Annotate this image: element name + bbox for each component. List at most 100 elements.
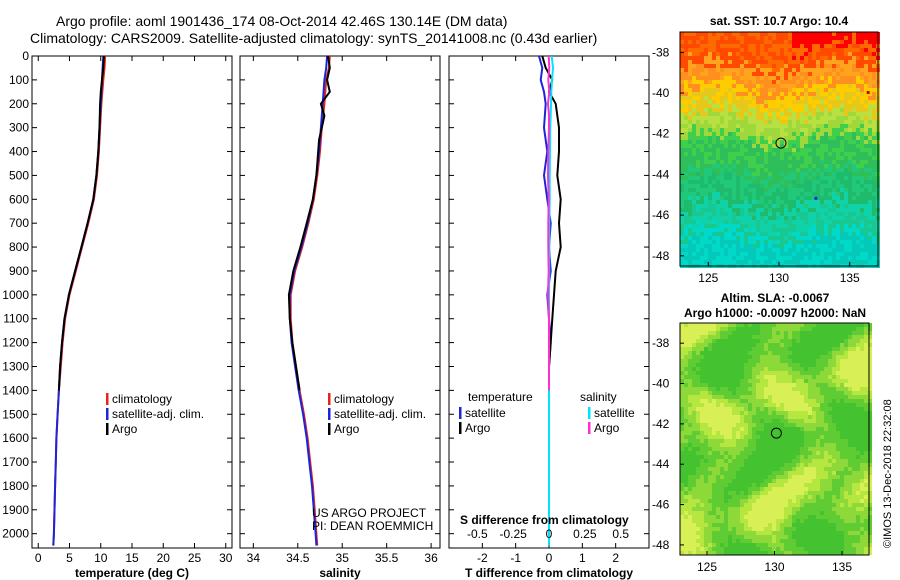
sst_map-cell — [780, 56, 784, 60]
sla_map-cell — [748, 427, 752, 431]
sla_map-cell — [708, 427, 712, 431]
sla_map-cell — [836, 383, 840, 387]
sst_map-cell — [868, 132, 872, 136]
sla_map-cell — [680, 375, 684, 379]
sst_map-cell — [864, 72, 868, 76]
sst_map-cell — [852, 168, 856, 172]
sst_map-cell — [720, 76, 724, 80]
sla_map-cell — [684, 347, 688, 351]
sst_map-cell — [744, 132, 748, 136]
sst_map-cell — [844, 228, 848, 232]
sst_map-cell — [712, 172, 716, 176]
sst_map-cell — [700, 52, 704, 56]
sst_map-cell — [800, 240, 804, 244]
sst_map-cell — [720, 36, 724, 40]
sst_map-cell — [800, 136, 804, 140]
sst_map-cell — [720, 136, 724, 140]
sla_map-cell — [768, 463, 772, 467]
sst_map-cell — [768, 156, 772, 160]
sst_map-cell — [804, 40, 808, 44]
sst_map-cell — [796, 100, 800, 104]
sla_map-cell — [700, 367, 704, 371]
sst_map-cell — [868, 32, 872, 36]
sla_map-cell — [740, 403, 744, 407]
sst_map-cell — [696, 236, 700, 240]
sst_map-cell — [692, 192, 696, 196]
sst_map-cell — [696, 80, 700, 84]
sla_map-cell — [708, 399, 712, 403]
sla_map-cell — [852, 399, 856, 403]
sst_map-cell — [688, 184, 692, 188]
sla_map-cell — [796, 371, 800, 375]
sst_map-cell — [708, 236, 712, 240]
sla_map-cell — [832, 415, 836, 419]
sst_map-cell — [688, 108, 692, 112]
sla_map-cell — [820, 399, 824, 403]
sst_map-cell — [808, 140, 812, 144]
sla_map-cell — [756, 447, 760, 451]
sla_map-cell — [864, 439, 868, 443]
sla_map-cell — [748, 343, 752, 347]
sla_map-cell — [804, 451, 808, 455]
sst_map-cell — [804, 52, 808, 56]
sla_map-cell — [844, 327, 848, 331]
sst_map-cell — [828, 60, 832, 64]
sla_map-cell — [840, 407, 844, 411]
sla_map-cell — [840, 463, 844, 467]
sst_map-cell — [828, 152, 832, 156]
sla_map-cell — [828, 443, 832, 447]
sst_map-cell — [724, 56, 728, 60]
sla_map-cell — [860, 455, 864, 459]
sla_map-cell — [864, 431, 868, 435]
sla_map-cell — [712, 423, 716, 427]
sla_map-cell — [692, 459, 696, 463]
sla_map-cell — [720, 427, 724, 431]
sla_map-cell — [868, 359, 872, 363]
sst_map-cell — [852, 132, 856, 136]
sst_map-cell — [796, 56, 800, 60]
sst_map-cell — [824, 64, 828, 68]
sst_map-cell — [748, 52, 752, 56]
sla_map-cell — [728, 443, 732, 447]
sst_map-cell — [800, 212, 804, 216]
sst_map-cell — [680, 244, 684, 248]
sla_map-cell — [680, 351, 684, 355]
sla_map-cell — [688, 367, 692, 371]
sst_map-cell — [800, 160, 804, 164]
sla_map-cell — [760, 423, 764, 427]
sst_map-cell — [756, 212, 760, 216]
sla_map-cell — [792, 427, 796, 431]
sst_map-cell — [832, 188, 836, 192]
sst_map-cell — [800, 124, 804, 128]
sst_map-cell — [820, 232, 824, 236]
temperature-xtick-label: 30 — [219, 551, 233, 565]
sla_map-cell — [844, 447, 848, 451]
sla_map-cell — [792, 347, 796, 351]
sst_map-cell — [764, 184, 768, 188]
sst_map-cell — [844, 240, 848, 244]
sst_map-cell — [808, 44, 812, 48]
sst_map-cell — [872, 76, 876, 80]
sst_map-cell — [736, 184, 740, 188]
sla_map-cell — [820, 351, 824, 355]
sst_map-cell — [856, 192, 860, 196]
sla_map-cell — [708, 467, 712, 471]
sst_map-cell — [684, 240, 688, 244]
sst_map-cell — [872, 216, 876, 220]
sst_map-cell — [736, 244, 740, 248]
sst_map-cell — [832, 200, 836, 204]
sst_map-cell — [768, 164, 772, 168]
sst_map-cell — [868, 224, 872, 228]
sst_map-cell — [820, 260, 824, 264]
sla_map-cell — [696, 371, 700, 375]
sla_map-cell — [788, 443, 792, 447]
sst_map-cell — [872, 156, 876, 160]
sst_map-cell — [700, 196, 704, 200]
sst_map-cell — [688, 256, 692, 260]
sst_map-cell — [868, 208, 872, 212]
sla_map-cell — [836, 359, 840, 363]
sst_map-cell — [768, 32, 772, 36]
sla_map-cell — [848, 395, 852, 399]
sst_map-cell — [732, 208, 736, 212]
sst_map-cell — [712, 228, 716, 232]
